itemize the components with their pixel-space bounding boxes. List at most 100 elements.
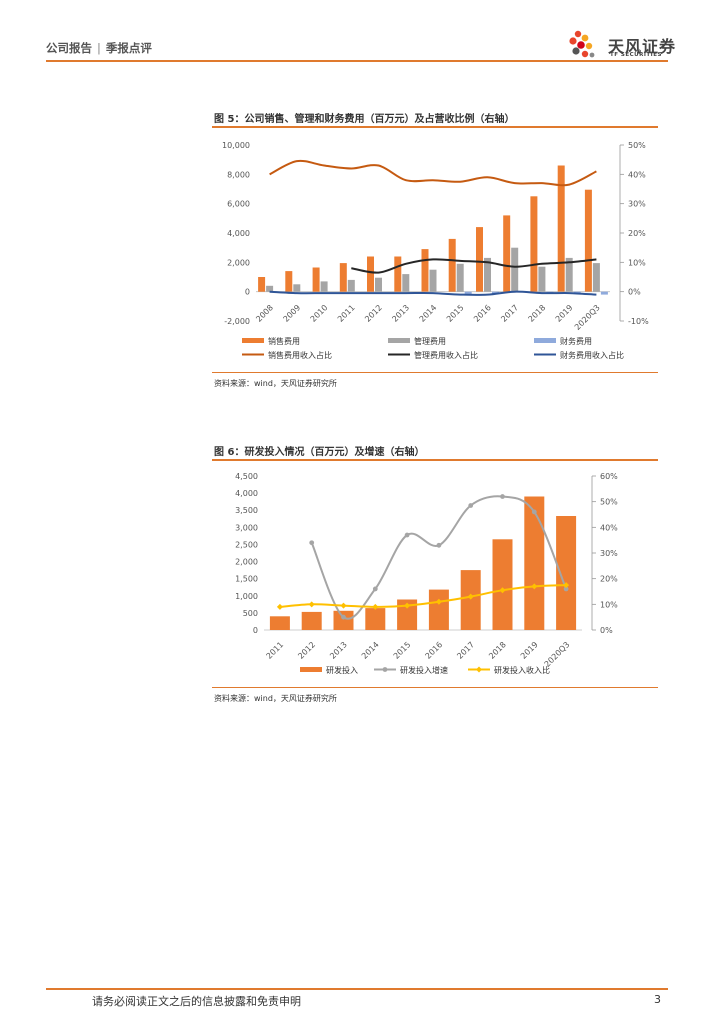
y-axis-tick-label: 1,500 (235, 575, 258, 584)
bar-销售费用 (285, 271, 293, 292)
bar-研发投入 (333, 610, 354, 630)
footer-disclaimer: 请务必阅读正文之后的信息披露和免责申明 (92, 995, 301, 1008)
y-axis-tick-label: 0 (253, 626, 258, 635)
legend-label-财务费用: 财务费用 (560, 336, 592, 346)
y-axis-tick-label: 8,000 (227, 170, 250, 179)
bar-研发投入 (301, 611, 322, 630)
x-axis-tick-label: 2014 (360, 640, 381, 661)
x-axis-tick-label: 2016 (424, 640, 445, 661)
bar-研发投入 (269, 616, 290, 630)
y-axis-tick-label: 10,000 (222, 141, 250, 150)
y2-axis-tick-label: 40% (600, 523, 618, 532)
bar-管理费用 (511, 247, 519, 292)
bar-销售费用 (476, 227, 483, 292)
y-axis-tick-label: -2,000 (224, 317, 250, 326)
figure6-top-rule (212, 459, 658, 461)
bar-销售费用 (584, 189, 592, 292)
legend-label-销售费用收入占比: 销售费用收入占比 (268, 350, 332, 360)
bar-管理费用 (429, 269, 437, 292)
figure6-bottom-rule (212, 687, 658, 688)
figure5-top-rule (212, 126, 658, 128)
legend-marker-研发投入收入比 (476, 666, 482, 673)
marker-研发投入增速 (404, 532, 410, 538)
bar-管理费用 (347, 279, 355, 292)
line-研发投入收入比 (279, 584, 567, 608)
bar-销售费用 (312, 267, 320, 292)
header-divider (46, 60, 668, 62)
bar-管理费用 (456, 263, 464, 292)
bar-销售费用 (339, 263, 347, 292)
bar-销售费用 (394, 256, 402, 292)
bar-管理费用 (266, 285, 274, 292)
legend-label-管理费用收入占比: 管理费用收入占比 (414, 350, 478, 360)
line-销售费用收入占比 (269, 159, 597, 187)
y2-axis-tick-label: 40% (628, 170, 646, 179)
figure5-chart: 10,000 8,000 6,000 4,000 2,000 0 -2,000 50% 40% 3… (222, 141, 649, 360)
marker-研发投入增速 (309, 540, 315, 546)
y2-axis-tick-label: 30% (628, 200, 646, 209)
x-axis-tick-label: 2019 (554, 303, 575, 324)
marker-研发投入增速 (500, 494, 505, 499)
bar-管理费用 (592, 263, 600, 292)
legend-label-研发投入收入比: 研发投入收入比 (494, 665, 550, 675)
bar-管理费用 (375, 277, 382, 292)
x-axis-tick-label: 2018 (527, 303, 548, 324)
y2-axis-tick-label: 50% (600, 498, 618, 507)
x-axis-tick-label: 2020Q3 (573, 303, 602, 332)
bar-销售费用 (367, 256, 374, 292)
bar-研发投入 (492, 539, 513, 630)
x-axis-tick-label: 2013 (328, 640, 349, 661)
x-axis-tick-label: 2015 (392, 640, 413, 661)
logo-text-cn: 天风证券 (608, 37, 677, 56)
x-axis-tick-label: 2015 (445, 303, 466, 324)
x-axis-tick-label: 2013 (390, 303, 411, 324)
figure5-bottom-rule (212, 372, 658, 373)
y2-axis-tick-label: 10% (600, 600, 618, 609)
x-axis-tick-label: 2020Q3 (543, 640, 572, 669)
y2-axis-tick-label: 10% (628, 258, 646, 267)
x-axis-tick-label: 2012 (296, 640, 317, 661)
legend-label-研发投入: 研发投入 (326, 665, 358, 675)
marker-研发投入收入比 (531, 583, 538, 590)
figure6-source: 资料来源：wind，天风证券研究所 (214, 694, 337, 703)
marker-研发投入收入比 (340, 602, 347, 609)
header-separator: | (97, 41, 101, 55)
line-管理费用收入占比 (351, 258, 597, 274)
marker-研发投入增速 (372, 586, 378, 592)
legend-swatch-财务费用 (534, 338, 556, 343)
bar-财务费用 (464, 291, 472, 294)
legend-swatch-管理费用 (388, 338, 410, 343)
x-axis-tick-label: 2009 (282, 303, 303, 324)
x-axis-tick-label: 2008 (254, 303, 275, 324)
y2-axis-tick-label: 50% (628, 141, 646, 150)
marker-研发投入增速 (341, 614, 346, 620)
bar-销售费用 (557, 165, 565, 292)
y-axis-tick-label: 6,000 (227, 200, 250, 209)
marker-研发投入收入比 (372, 603, 379, 610)
figure6-title: 图 6：研发投入情况（百万元）及增速（右轴） (214, 447, 425, 458)
marker-研发投入收入比 (563, 582, 570, 589)
marker-研发投入收入比 (499, 587, 506, 594)
x-axis-tick-label: 2014 (418, 303, 439, 324)
y-axis-tick-label: 3,000 (235, 523, 258, 532)
x-axis-tick-label: 2017 (499, 303, 520, 324)
figure5-source: 资料来源：wind，天风证券研究所 (214, 379, 337, 388)
report-header: 公司报告 | 季报点评 (46, 40, 152, 56)
x-axis-tick-label: 2010 (309, 303, 330, 324)
bar-研发投入 (556, 516, 577, 630)
y2-axis-tick-label: 20% (600, 575, 618, 584)
marker-研发投入增速 (436, 542, 442, 548)
y2-axis-tick-label: -10% (628, 317, 649, 326)
marker-研发投入收入比 (308, 601, 315, 608)
bar-财务费用 (573, 291, 581, 294)
y2-axis-tick-label: 20% (628, 229, 646, 238)
legend-swatch-研发投入 (300, 667, 322, 672)
x-axis-tick-label: 2018 (487, 640, 508, 661)
bar-研发投入 (460, 570, 481, 630)
legend-marker-研发投入增速 (382, 667, 388, 672)
bar-管理费用 (293, 284, 301, 292)
x-axis-tick-label: 2011 (336, 303, 357, 324)
y-axis-tick-label: 2,000 (227, 258, 250, 267)
y-axis-tick-label: 500 (243, 609, 258, 618)
bar-销售费用 (503, 215, 511, 292)
